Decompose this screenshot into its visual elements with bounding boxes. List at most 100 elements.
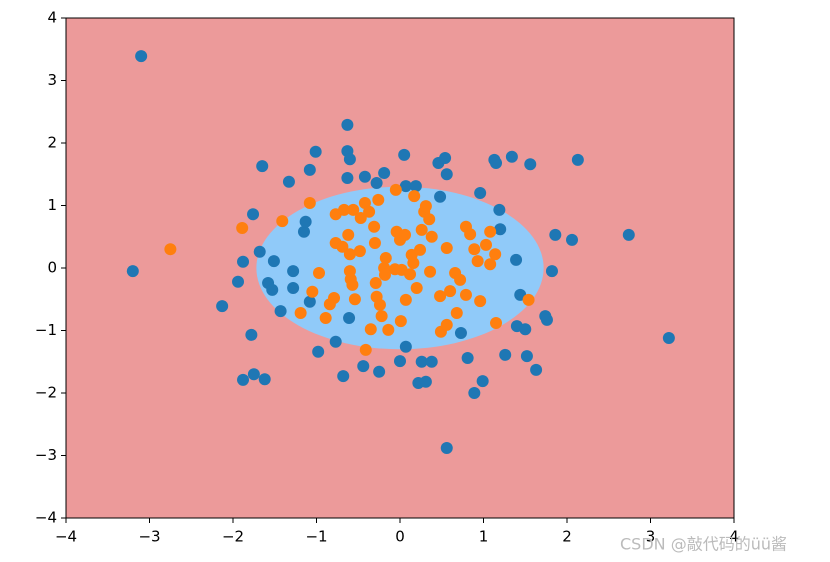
x-tick-label: −2	[222, 528, 244, 546]
point	[372, 193, 385, 206]
point	[474, 295, 487, 308]
x-tick-label: 0	[395, 528, 405, 546]
point	[258, 373, 271, 386]
y-tick-label: −3	[35, 446, 57, 464]
point	[409, 180, 422, 193]
point	[415, 223, 428, 236]
point	[424, 265, 437, 278]
point	[309, 145, 322, 158]
point	[480, 238, 493, 251]
point	[476, 375, 489, 388]
x-tick-label: −4	[55, 528, 77, 546]
point	[237, 255, 250, 268]
point	[505, 150, 518, 163]
point	[373, 365, 386, 378]
point	[450, 307, 463, 319]
point	[622, 228, 635, 241]
point	[489, 248, 502, 261]
watermark: CSDN @敲代码的üü酱	[620, 535, 787, 554]
point	[454, 327, 467, 339]
point	[382, 323, 395, 336]
point	[126, 265, 139, 278]
point	[135, 50, 148, 63]
point	[346, 278, 359, 291]
point	[379, 252, 392, 264]
point	[287, 265, 300, 278]
point	[407, 257, 420, 269]
point	[342, 228, 355, 241]
y-tick-label: 4	[47, 9, 57, 27]
point	[484, 225, 497, 238]
point	[440, 168, 453, 181]
point	[461, 352, 474, 364]
point	[341, 172, 354, 184]
point	[399, 180, 412, 193]
point	[216, 300, 229, 313]
point	[464, 228, 477, 241]
point	[329, 335, 342, 348]
point	[524, 158, 537, 171]
point	[303, 295, 316, 308]
point	[299, 215, 312, 228]
point	[276, 215, 289, 228]
point	[266, 283, 279, 296]
point	[459, 288, 472, 301]
point	[357, 360, 370, 373]
x-tick-label: −1	[305, 528, 327, 546]
point	[378, 268, 391, 281]
point	[368, 237, 381, 249]
point	[287, 282, 300, 294]
point	[294, 307, 307, 319]
x-tick-label: 4	[729, 528, 739, 546]
point	[425, 230, 438, 243]
point	[354, 212, 367, 224]
point	[245, 328, 258, 341]
y-tick-label: 3	[47, 71, 57, 89]
point	[399, 340, 412, 353]
point	[363, 205, 376, 218]
point	[312, 345, 325, 358]
point	[164, 243, 177, 256]
point	[404, 268, 417, 281]
point	[267, 255, 280, 268]
point	[440, 442, 453, 454]
point	[237, 373, 250, 386]
point	[549, 228, 562, 241]
point	[394, 355, 406, 368]
point	[444, 285, 457, 298]
point	[410, 282, 423, 294]
point	[336, 240, 349, 253]
point	[303, 197, 316, 209]
x-tick-label: −3	[138, 528, 160, 546]
point	[369, 277, 382, 289]
point	[566, 233, 579, 246]
point	[494, 223, 507, 236]
point	[328, 292, 341, 304]
point	[236, 222, 249, 234]
point	[522, 293, 535, 306]
point	[347, 203, 360, 216]
x-tick-label: 3	[646, 528, 656, 546]
point	[454, 273, 467, 286]
point	[408, 190, 421, 203]
x-tick-label: 1	[479, 528, 489, 546]
point	[399, 293, 412, 306]
point	[490, 317, 503, 329]
point	[297, 225, 310, 238]
point	[419, 375, 432, 388]
point	[484, 258, 497, 271]
point	[425, 355, 438, 368]
point	[319, 312, 332, 324]
point	[419, 200, 432, 213]
point	[338, 203, 351, 216]
y-tick-label: 1	[47, 196, 57, 214]
point	[662, 332, 675, 344]
point	[368, 220, 381, 233]
point	[440, 318, 453, 331]
point	[373, 298, 386, 311]
point	[253, 245, 266, 258]
point	[499, 348, 512, 361]
point	[571, 153, 584, 166]
point	[468, 387, 481, 399]
x-tick-label: 2	[562, 528, 572, 546]
